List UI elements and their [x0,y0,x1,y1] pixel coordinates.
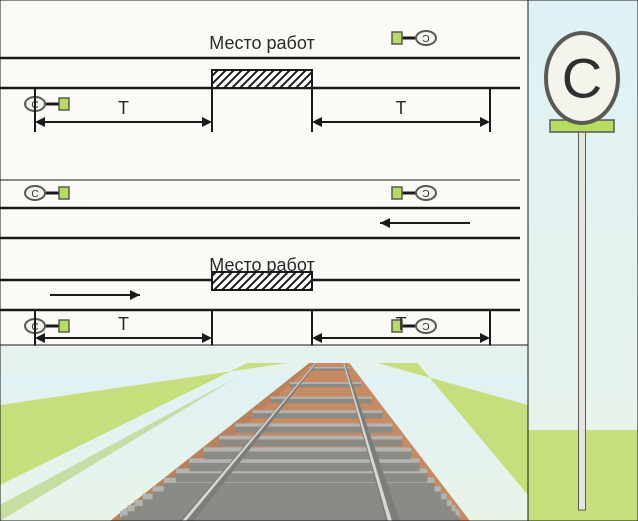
svg-text:С: С [422,322,429,333]
svg-text:С: С [422,34,429,45]
sign-pole [579,132,586,510]
label-t-1l: Т [118,98,129,119]
label-t-1r: Т [396,98,407,119]
whistle-sign-letter: С [562,47,602,110]
work-zone-1 [212,70,312,88]
label-t-2r: Т [396,314,407,335]
label-work-site-2: Место работ [209,255,314,276]
railway-whistle-sign-diagram: ССССССС [0,0,638,521]
svg-text:С: С [31,189,38,200]
label-t-2l: Т [118,314,129,335]
label-work-site-1: Место работ [209,33,314,54]
svg-text:С: С [422,189,429,200]
